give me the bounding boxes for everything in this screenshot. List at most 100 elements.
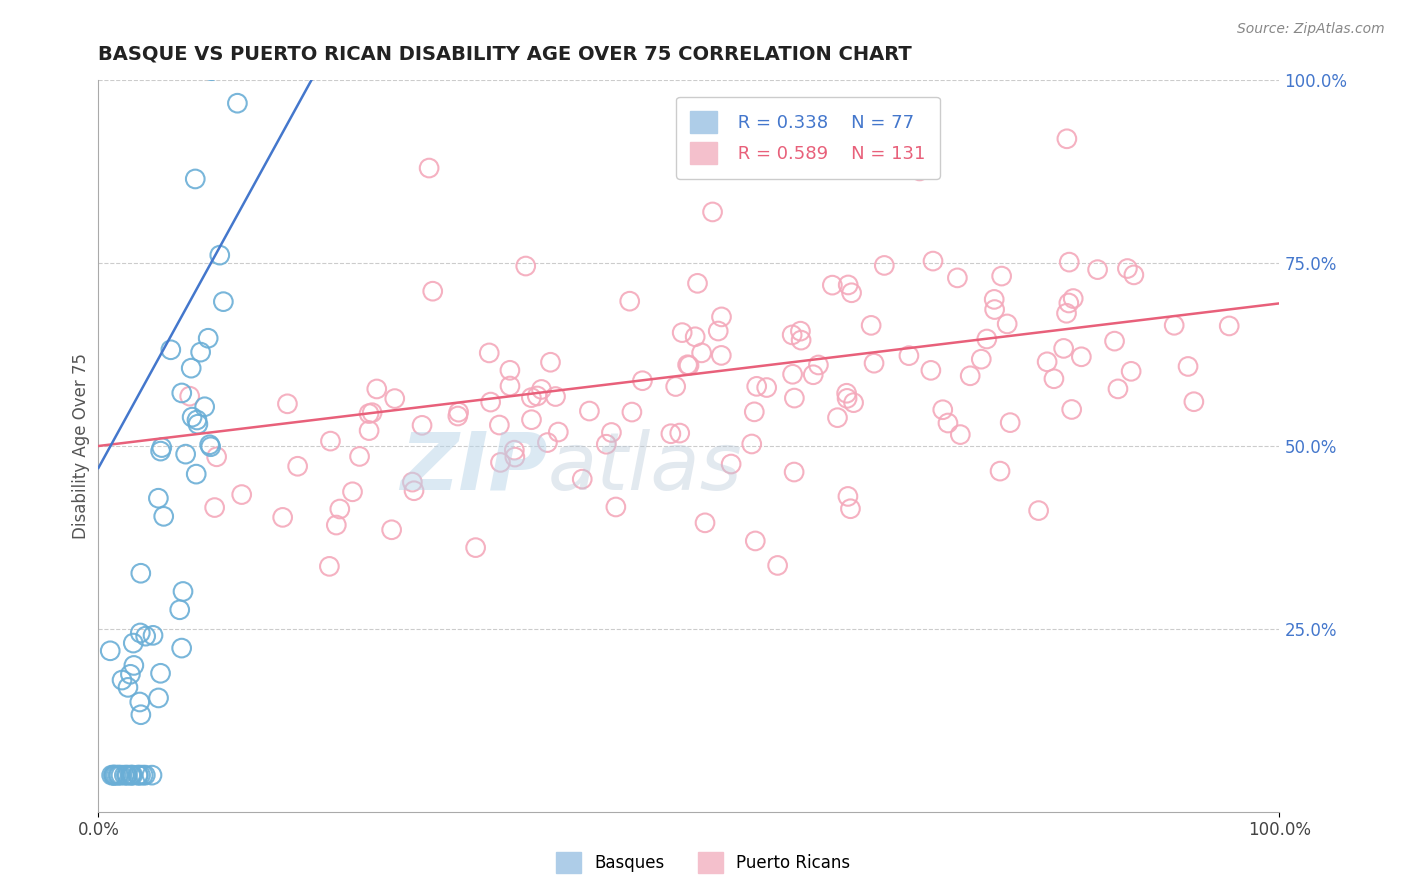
Point: [783, 465, 806, 479]
Point: [690, 346, 713, 360]
Point: [198, 438, 221, 452]
Point: [1116, 261, 1139, 276]
Point: [988, 464, 1011, 478]
Point: [780, 327, 803, 342]
Point: [488, 417, 510, 432]
Point: [318, 559, 340, 574]
Point: [197, 331, 219, 345]
Point: [547, 425, 569, 439]
Point: [357, 407, 380, 421]
Point: [342, 484, 364, 499]
Point: [256, 37, 278, 51]
Point: [212, 294, 235, 309]
Point: [1107, 382, 1129, 396]
Point: [121, 768, 143, 782]
Point: [108, 768, 131, 782]
Point: [129, 707, 152, 722]
Point: [1122, 268, 1144, 282]
Point: [782, 368, 804, 382]
Point: [790, 333, 813, 347]
Point: [107, 768, 129, 782]
Point: [418, 161, 440, 175]
Point: [1177, 359, 1199, 374]
Point: [503, 443, 526, 458]
Point: [249, 37, 271, 51]
Point: [129, 626, 152, 640]
Point: [837, 490, 859, 504]
Point: [783, 391, 806, 405]
Point: [744, 533, 766, 548]
Point: [920, 363, 942, 377]
Point: [169, 603, 191, 617]
Point: [1057, 296, 1080, 310]
Point: [276, 37, 298, 51]
Point: [179, 389, 201, 403]
Point: [936, 416, 959, 430]
Point: [301, 37, 323, 51]
Point: [172, 584, 194, 599]
Point: [287, 459, 309, 474]
Point: [1052, 342, 1074, 356]
Point: [129, 768, 152, 782]
Point: [186, 467, 208, 482]
Legend:  R = 0.338    N = 77,  R = 0.589    N = 131: R = 0.338 N = 77, R = 0.589 N = 131: [676, 96, 939, 178]
Point: [359, 424, 381, 438]
Point: [983, 302, 1005, 317]
Point: [200, 63, 222, 78]
Point: [801, 368, 824, 382]
Point: [325, 518, 347, 533]
Point: [710, 310, 733, 324]
Point: [121, 768, 143, 782]
Point: [990, 269, 1012, 284]
Point: [117, 768, 139, 782]
Point: [128, 695, 150, 709]
Point: [478, 346, 501, 360]
Point: [897, 349, 920, 363]
Point: [578, 404, 600, 418]
Point: [148, 491, 170, 506]
Point: [1043, 372, 1066, 386]
Point: [170, 386, 193, 401]
Point: [321, 37, 343, 51]
Point: [693, 516, 716, 530]
Point: [499, 363, 522, 377]
Text: atlas: atlas: [547, 429, 742, 507]
Point: [766, 558, 789, 573]
Point: [134, 768, 156, 782]
Point: [720, 457, 742, 471]
Point: [366, 382, 388, 396]
Point: [595, 437, 617, 451]
Point: [271, 510, 294, 524]
Point: [254, 37, 277, 51]
Point: [232, 37, 254, 51]
Point: [827, 410, 849, 425]
Point: [122, 658, 145, 673]
Point: [159, 343, 181, 357]
Point: [1104, 334, 1126, 348]
Point: [447, 405, 470, 419]
Point: [104, 768, 127, 782]
Point: [710, 348, 733, 362]
Point: [142, 628, 165, 642]
Point: [122, 636, 145, 650]
Point: [659, 426, 682, 441]
Point: [839, 501, 862, 516]
Point: [226, 96, 249, 111]
Point: [1062, 292, 1084, 306]
Point: [194, 400, 217, 414]
Point: [259, 37, 281, 51]
Point: [1057, 255, 1080, 269]
Point: [150, 441, 173, 455]
Point: [970, 352, 993, 367]
Legend: Basques, Puerto Ricans: Basques, Puerto Ricans: [550, 846, 856, 880]
Point: [152, 509, 174, 524]
Point: [229, 37, 252, 51]
Point: [447, 409, 470, 423]
Point: [908, 164, 931, 178]
Point: [411, 418, 433, 433]
Point: [860, 318, 883, 333]
Point: [932, 402, 955, 417]
Point: [190, 345, 212, 359]
Point: [259, 37, 281, 51]
Point: [671, 326, 693, 340]
